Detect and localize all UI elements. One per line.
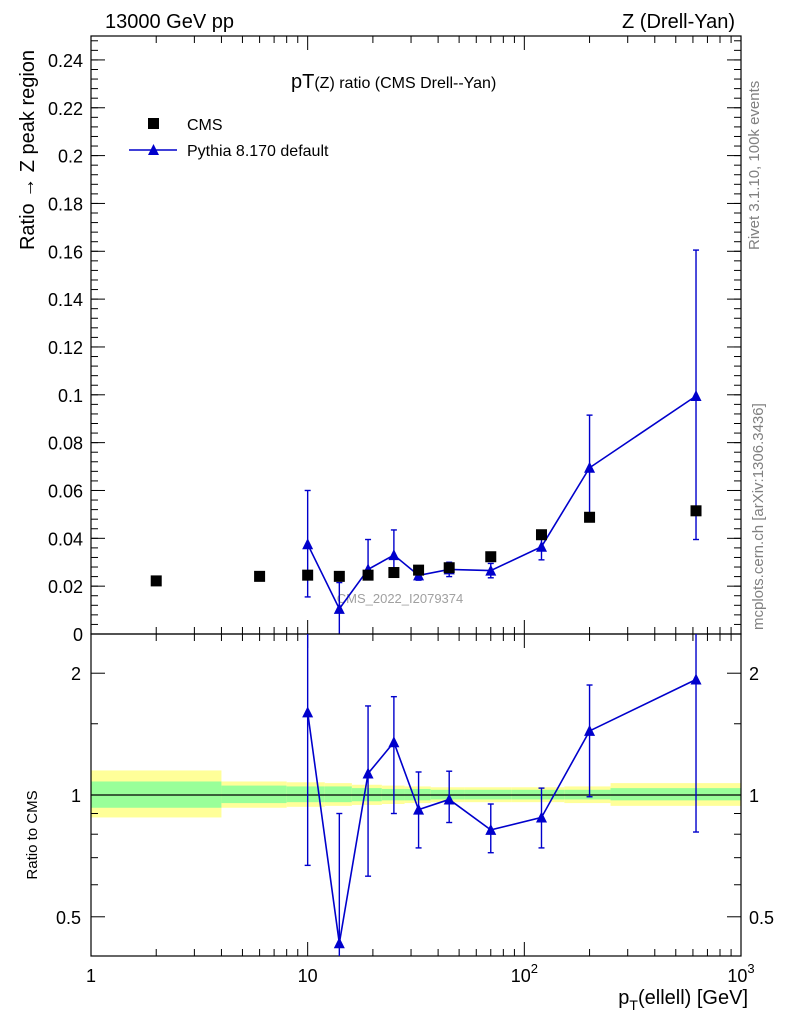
main-ylabel: Ratio → Z peak region (17, 50, 39, 250)
ratio-point (485, 823, 497, 835)
main-ytick-label: 0.2 (58, 147, 83, 167)
title-pt: pT (291, 71, 314, 93)
main-ytick-label: 0.08 (48, 434, 83, 454)
x-tick-label: 10 (298, 966, 318, 986)
cms-point (690, 505, 702, 517)
ratio-ytick-label: 1 (71, 786, 81, 806)
band-inner (221, 785, 287, 804)
cms-point (584, 511, 596, 523)
legend-cms-marker (148, 118, 159, 129)
main-ytick-label: 0.04 (48, 529, 83, 549)
ratio-axes: 0.5 0.5 1 1 2 2 1 10 102 103 (56, 633, 774, 986)
main-ytick-label: 0.24 (48, 51, 83, 71)
ratio-point (362, 767, 374, 779)
main-ytick-label: 0.12 (48, 338, 83, 358)
ratio-point (388, 736, 400, 748)
legend-mc-label: Pythia 8.170 default (187, 143, 329, 160)
mc-point (333, 602, 345, 614)
mc-point (690, 389, 702, 401)
ratio-point (535, 811, 547, 823)
ratio-ytick-label-right: 1 (749, 786, 759, 806)
cms-point (333, 570, 345, 582)
main-ytick-label: 0 (73, 625, 83, 645)
cms-point (388, 567, 400, 579)
x-tick-label: 1 (86, 966, 96, 986)
mc-point (584, 461, 596, 473)
main-ytick-label: 0.02 (48, 577, 83, 597)
main-title: pT(Z) ratio (CMS Drell--Yan) (291, 71, 496, 93)
cms-point (413, 564, 425, 576)
ratio-ytick-label-right: 2 (749, 664, 759, 684)
x-tick-label: 102 (511, 961, 538, 986)
header-right: Z (Drell-Yan) (622, 11, 735, 33)
ratio-ytick-label: 2 (71, 664, 81, 684)
rivet-label: Rivet 3.1.10, 100k events (746, 81, 763, 250)
ratio-point (690, 673, 702, 685)
ratio-point (302, 706, 314, 718)
band-inner (324, 786, 352, 803)
legend-cms-label: CMS (187, 117, 223, 134)
cms-series (150, 505, 702, 587)
mc-line (306, 395, 697, 611)
cms-point (362, 569, 374, 581)
cms-point (485, 551, 497, 563)
main-ytick-label: 0.16 (48, 242, 83, 262)
band-inner (610, 788, 741, 801)
cms-point (535, 529, 547, 541)
ratio-point (413, 803, 425, 815)
ratio-series (302, 634, 702, 956)
ratio-point (333, 937, 345, 949)
legend: CMS Pythia 8.170 default (129, 117, 329, 160)
ratio-ytick-label-right: 0.5 (749, 908, 774, 928)
ratio-line (306, 678, 697, 944)
mc-point (388, 549, 400, 561)
legend-mc-marker (148, 144, 159, 155)
band-inner (286, 786, 325, 803)
ratio-ylabel: Ratio to CMS (24, 790, 41, 879)
x-tick-label: 103 (727, 961, 754, 986)
mcplots-label: mcplots.cern.ch [arXiv:1306.3436] (750, 403, 767, 630)
watermark: CMS_2022_I2079374 (337, 591, 464, 606)
title-rest: (Z) ratio (CMS Drell--Yan) (314, 75, 496, 92)
main-axes: 0 0.02 0.04 0.06 0.08 0.1 0.12 0.14 0.16 0.18 0.2 0… (48, 35, 742, 645)
ratio-point (584, 724, 596, 736)
header-left: 13000 GeV pp (105, 11, 234, 33)
mc-series (302, 249, 702, 634)
main-ytick-label: 0.14 (48, 290, 83, 310)
ratio-point (443, 793, 455, 805)
main-ytick-label: 0.18 (48, 194, 83, 214)
cms-point (254, 570, 266, 582)
main-ytick-label: 0.06 (48, 481, 83, 501)
cms-point (443, 562, 455, 574)
cms-point (150, 575, 162, 587)
main-ytick-label: 0.1 (58, 386, 83, 406)
mc-point (302, 538, 314, 550)
mc-point (535, 540, 547, 552)
main-ytick-label: 0.22 (48, 99, 83, 119)
cms-point (302, 569, 314, 581)
x-axis-label: pT(ellell) [GeV] (618, 987, 748, 1013)
mc-point (485, 564, 497, 576)
ratio-ytick-label: 0.5 (56, 908, 81, 928)
